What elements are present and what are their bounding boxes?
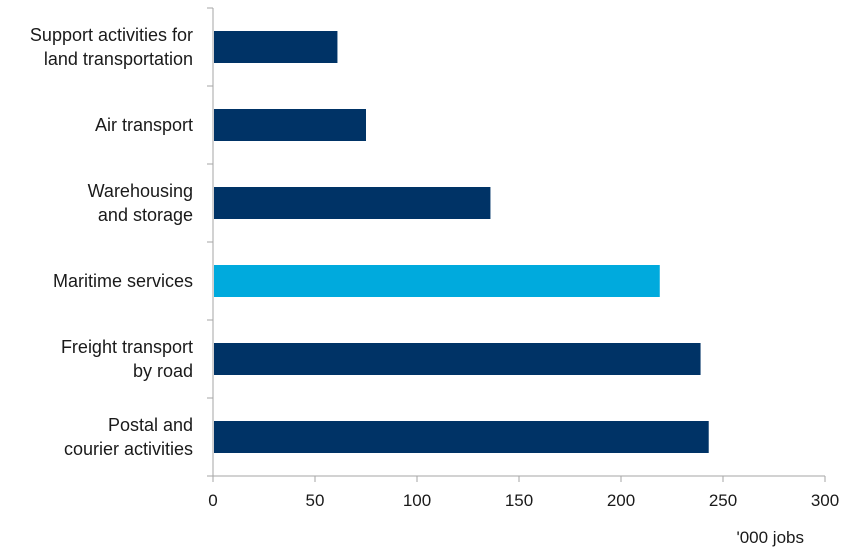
category-label: Support activities for (30, 25, 193, 45)
category-label: Air transport (95, 115, 193, 135)
category-label: Postal and (108, 415, 193, 435)
bar-3 (214, 265, 660, 297)
x-tick-label: 100 (403, 491, 431, 510)
category-label: by road (133, 361, 193, 381)
bar-2 (214, 187, 491, 219)
category-label: and storage (98, 205, 193, 225)
category-label: Warehousing (88, 181, 193, 201)
category-label: Freight transport (61, 337, 193, 357)
category-label: land transportation (44, 49, 193, 69)
x-tick-label: 50 (306, 491, 325, 510)
x-axis-title: '000 jobs (736, 528, 804, 547)
x-tick-label: 300 (811, 491, 839, 510)
bar-1 (214, 109, 366, 141)
category-label: courier activities (64, 439, 193, 459)
bar-5 (214, 421, 709, 453)
bar-0 (214, 31, 338, 63)
category-label: Maritime services (53, 271, 193, 291)
x-tick-label: 200 (607, 491, 635, 510)
bar-4 (214, 343, 701, 375)
x-tick-label: 0 (208, 491, 217, 510)
x-tick-label: 150 (505, 491, 533, 510)
x-tick-label: 250 (709, 491, 737, 510)
